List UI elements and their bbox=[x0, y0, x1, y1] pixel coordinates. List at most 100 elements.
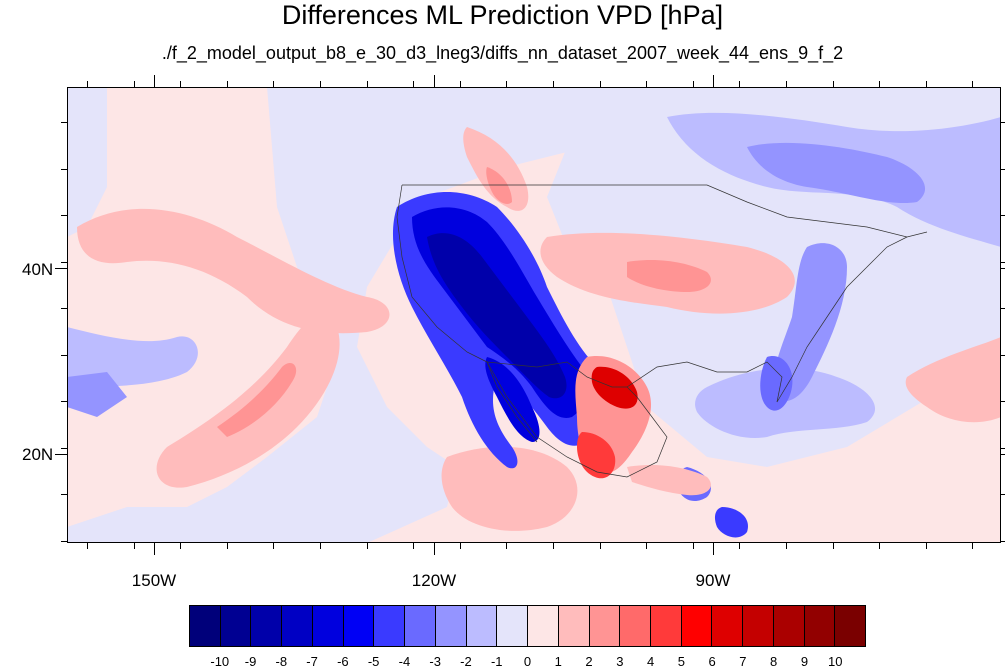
field-red-northern-rockies-core bbox=[486, 167, 512, 204]
colorbar-swatch bbox=[405, 606, 436, 646]
colorbar-swatch bbox=[589, 606, 621, 646]
lon-label-150w: 150W bbox=[131, 571, 177, 590]
colorbar-swatch bbox=[558, 606, 590, 646]
field-red-mexico-core bbox=[591, 366, 638, 409]
field-red-pacific-south bbox=[156, 312, 340, 488]
colorbar-swatch bbox=[343, 606, 375, 646]
axis-tick bbox=[61, 448, 67, 449]
colorbar-tick-label: 10 bbox=[827, 654, 843, 669]
colorbar-tick-label: -3 bbox=[429, 654, 441, 669]
colorbar-tick-label: -10 bbox=[210, 654, 230, 669]
colorbar-swatch bbox=[190, 606, 221, 646]
axis-tick bbox=[739, 543, 740, 549]
axis-tick bbox=[713, 75, 714, 87]
colorbar-swatch bbox=[312, 606, 344, 646]
axis-tick bbox=[61, 355, 67, 356]
colorbar-tick-label: 1 bbox=[554, 654, 562, 669]
axis-tick bbox=[879, 81, 880, 87]
colorbar-swatch bbox=[773, 606, 805, 646]
axis-tick bbox=[55, 268, 67, 269]
colorbar-swatch bbox=[835, 606, 866, 646]
map-subtitle: ./f_2_model_output_b8_e_30_d3_lneg3/diff… bbox=[161, 43, 844, 63]
colorbar-tick-label: 8 bbox=[770, 654, 778, 669]
axis-tick bbox=[61, 262, 67, 263]
map-title: Differences ML Prediction VPD [hPa] bbox=[281, 0, 724, 30]
axis-tick bbox=[972, 81, 973, 87]
axis-tick bbox=[61, 541, 67, 542]
axis-tick bbox=[1001, 355, 1005, 356]
axis-tick bbox=[180, 543, 181, 549]
map-panel bbox=[67, 87, 1001, 543]
axis-tick bbox=[833, 543, 834, 549]
axis-tick bbox=[413, 543, 414, 549]
axis-tick bbox=[434, 543, 435, 555]
axis-tick bbox=[693, 81, 694, 87]
axis-tick bbox=[506, 81, 507, 87]
axis-tick bbox=[460, 81, 461, 87]
field-blue-florida bbox=[760, 356, 793, 411]
colorbar-swatch bbox=[651, 606, 682, 646]
vpd-difference-field bbox=[67, 87, 1001, 543]
axis-tick bbox=[180, 81, 181, 87]
axis-tick bbox=[1001, 169, 1005, 170]
colorbar-swatch bbox=[251, 606, 283, 646]
colorbar-tick-label: 3 bbox=[616, 654, 624, 669]
colorbar-tick-label: -9 bbox=[244, 654, 257, 669]
axis-tick bbox=[1001, 494, 1005, 495]
axis-tick bbox=[134, 81, 135, 87]
axis-tick bbox=[61, 308, 67, 309]
axis-tick bbox=[553, 81, 554, 87]
axis-tick bbox=[833, 81, 834, 87]
colorbar-swatch bbox=[497, 606, 529, 646]
axis-tick bbox=[61, 494, 67, 495]
field-red-pacific-north bbox=[77, 208, 390, 334]
colorbar-tick-label: -1 bbox=[490, 654, 503, 669]
axis-tick bbox=[273, 543, 274, 549]
axis-tick bbox=[61, 215, 67, 216]
colorbar-tick-label: -4 bbox=[398, 654, 411, 669]
colorbar-tick-label: 2 bbox=[585, 654, 593, 669]
lat-label-40n: 40N bbox=[22, 260, 54, 279]
field-red-northern-rockies bbox=[463, 127, 529, 211]
colorbar-swatch bbox=[220, 606, 252, 646]
colorbar-tick-label: 0 bbox=[523, 654, 532, 669]
colorbar-swatch bbox=[620, 606, 652, 646]
axis-tick bbox=[739, 81, 740, 87]
axis-tick bbox=[879, 543, 880, 549]
country-boundaries bbox=[396, 184, 928, 478]
baja-outline bbox=[486, 361, 538, 443]
axis-tick bbox=[320, 543, 321, 549]
lat-label-20n: 20N bbox=[22, 445, 54, 464]
colorbar-tick-label: 4 bbox=[646, 654, 655, 669]
field-blue-west-us-core bbox=[427, 233, 567, 399]
colorbar-swatch bbox=[466, 606, 498, 646]
axis-tick bbox=[1001, 122, 1005, 123]
colorbar-tick-label: -8 bbox=[275, 654, 288, 669]
field-blue-baja bbox=[485, 357, 540, 442]
colorbar bbox=[189, 605, 866, 647]
gulf-coast bbox=[626, 361, 783, 403]
axis-tick bbox=[786, 81, 787, 87]
axis-tick bbox=[1001, 262, 1005, 263]
axis-tick bbox=[61, 169, 67, 170]
axis-tick bbox=[154, 75, 155, 87]
axis-tick bbox=[1001, 448, 1005, 449]
colorbar-swatch bbox=[374, 606, 406, 646]
colorbar-swatch bbox=[743, 606, 774, 646]
colorbar-swatch bbox=[681, 606, 713, 646]
axis-tick bbox=[87, 543, 88, 549]
axis-tick bbox=[926, 543, 927, 549]
field-red-east-atlantic bbox=[905, 337, 1001, 423]
us-mexico-border bbox=[486, 361, 627, 388]
field-blue-pacific-southwest bbox=[67, 372, 127, 417]
lon-label-120w: 120W bbox=[411, 571, 457, 590]
axis-tick bbox=[693, 543, 694, 549]
colorbar-swatch bbox=[435, 606, 467, 646]
axis-tick bbox=[553, 543, 554, 549]
axis-tick bbox=[61, 122, 67, 123]
field-red-pacific-south-core bbox=[217, 362, 297, 437]
axis-tick bbox=[1001, 268, 1005, 269]
axis-tick bbox=[61, 401, 67, 402]
colorbar-tick-label: -6 bbox=[337, 654, 349, 669]
colorbar-swatch bbox=[528, 606, 559, 646]
